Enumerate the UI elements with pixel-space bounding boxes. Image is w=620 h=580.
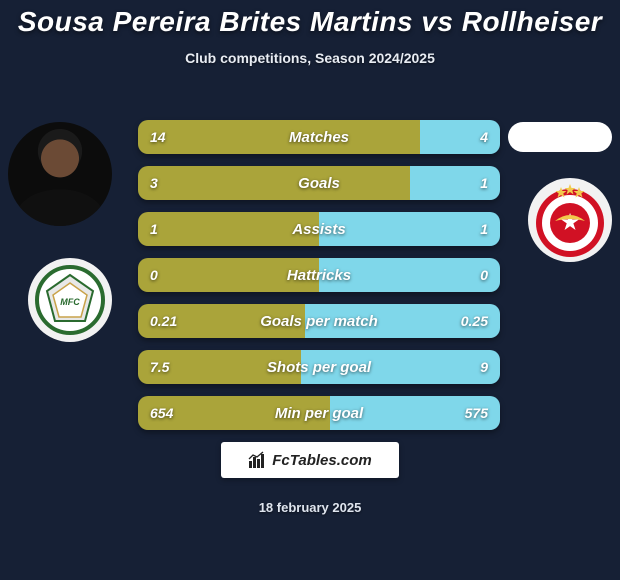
player2-avatar bbox=[508, 122, 612, 152]
club-badge-icon bbox=[531, 181, 609, 259]
bar-segment-left bbox=[138, 212, 319, 246]
chart-bars-icon bbox=[248, 451, 266, 469]
svg-text:MFC: MFC bbox=[60, 297, 80, 307]
bar-segment-right bbox=[319, 258, 500, 292]
bar-segment-right bbox=[410, 166, 501, 200]
club-badge-icon: MFC bbox=[35, 265, 105, 335]
bar-row: Goals per match0.210.25 bbox=[138, 304, 500, 338]
comparison-card: Sousa Pereira Brites Martins vs Rollheis… bbox=[0, 0, 620, 580]
bar-row: Shots per goal7.59 bbox=[138, 350, 500, 384]
bar-segment-right bbox=[305, 304, 500, 338]
site-logo[interactable]: FcTables.com bbox=[221, 442, 399, 478]
bar-row: Goals31 bbox=[138, 166, 500, 200]
bar-segment-right bbox=[420, 120, 500, 154]
bar-segment-left bbox=[138, 258, 319, 292]
bar-segment-left bbox=[138, 166, 410, 200]
bar-row: Assists11 bbox=[138, 212, 500, 246]
player1-avatar bbox=[8, 122, 112, 226]
player1-photo bbox=[8, 122, 112, 226]
bar-segment-left bbox=[138, 396, 330, 430]
player2-club-badge bbox=[528, 178, 612, 262]
player1-club-badge: MFC bbox=[28, 258, 112, 342]
page-title: Sousa Pereira Brites Martins vs Rollheis… bbox=[0, 0, 620, 38]
bar-segment-right bbox=[319, 212, 500, 246]
comparison-bars: Matches144 Goals31 Assists11 Hattricks00 Goa… bbox=[138, 120, 500, 442]
bar-segment-left bbox=[138, 350, 301, 384]
bar-row: Hattricks00 bbox=[138, 258, 500, 292]
bar-segment-right bbox=[301, 350, 500, 384]
bar-row: Matches144 bbox=[138, 120, 500, 154]
subtitle: Club competitions, Season 2024/2025 bbox=[0, 50, 620, 66]
bar-segment-left bbox=[138, 120, 420, 154]
bar-segment-right bbox=[330, 396, 500, 430]
bar-row: Min per goal654575 bbox=[138, 396, 500, 430]
site-logo-text: FcTables.com bbox=[272, 452, 371, 469]
date-label: 18 february 2025 bbox=[0, 500, 620, 515]
bar-segment-left bbox=[138, 304, 305, 338]
